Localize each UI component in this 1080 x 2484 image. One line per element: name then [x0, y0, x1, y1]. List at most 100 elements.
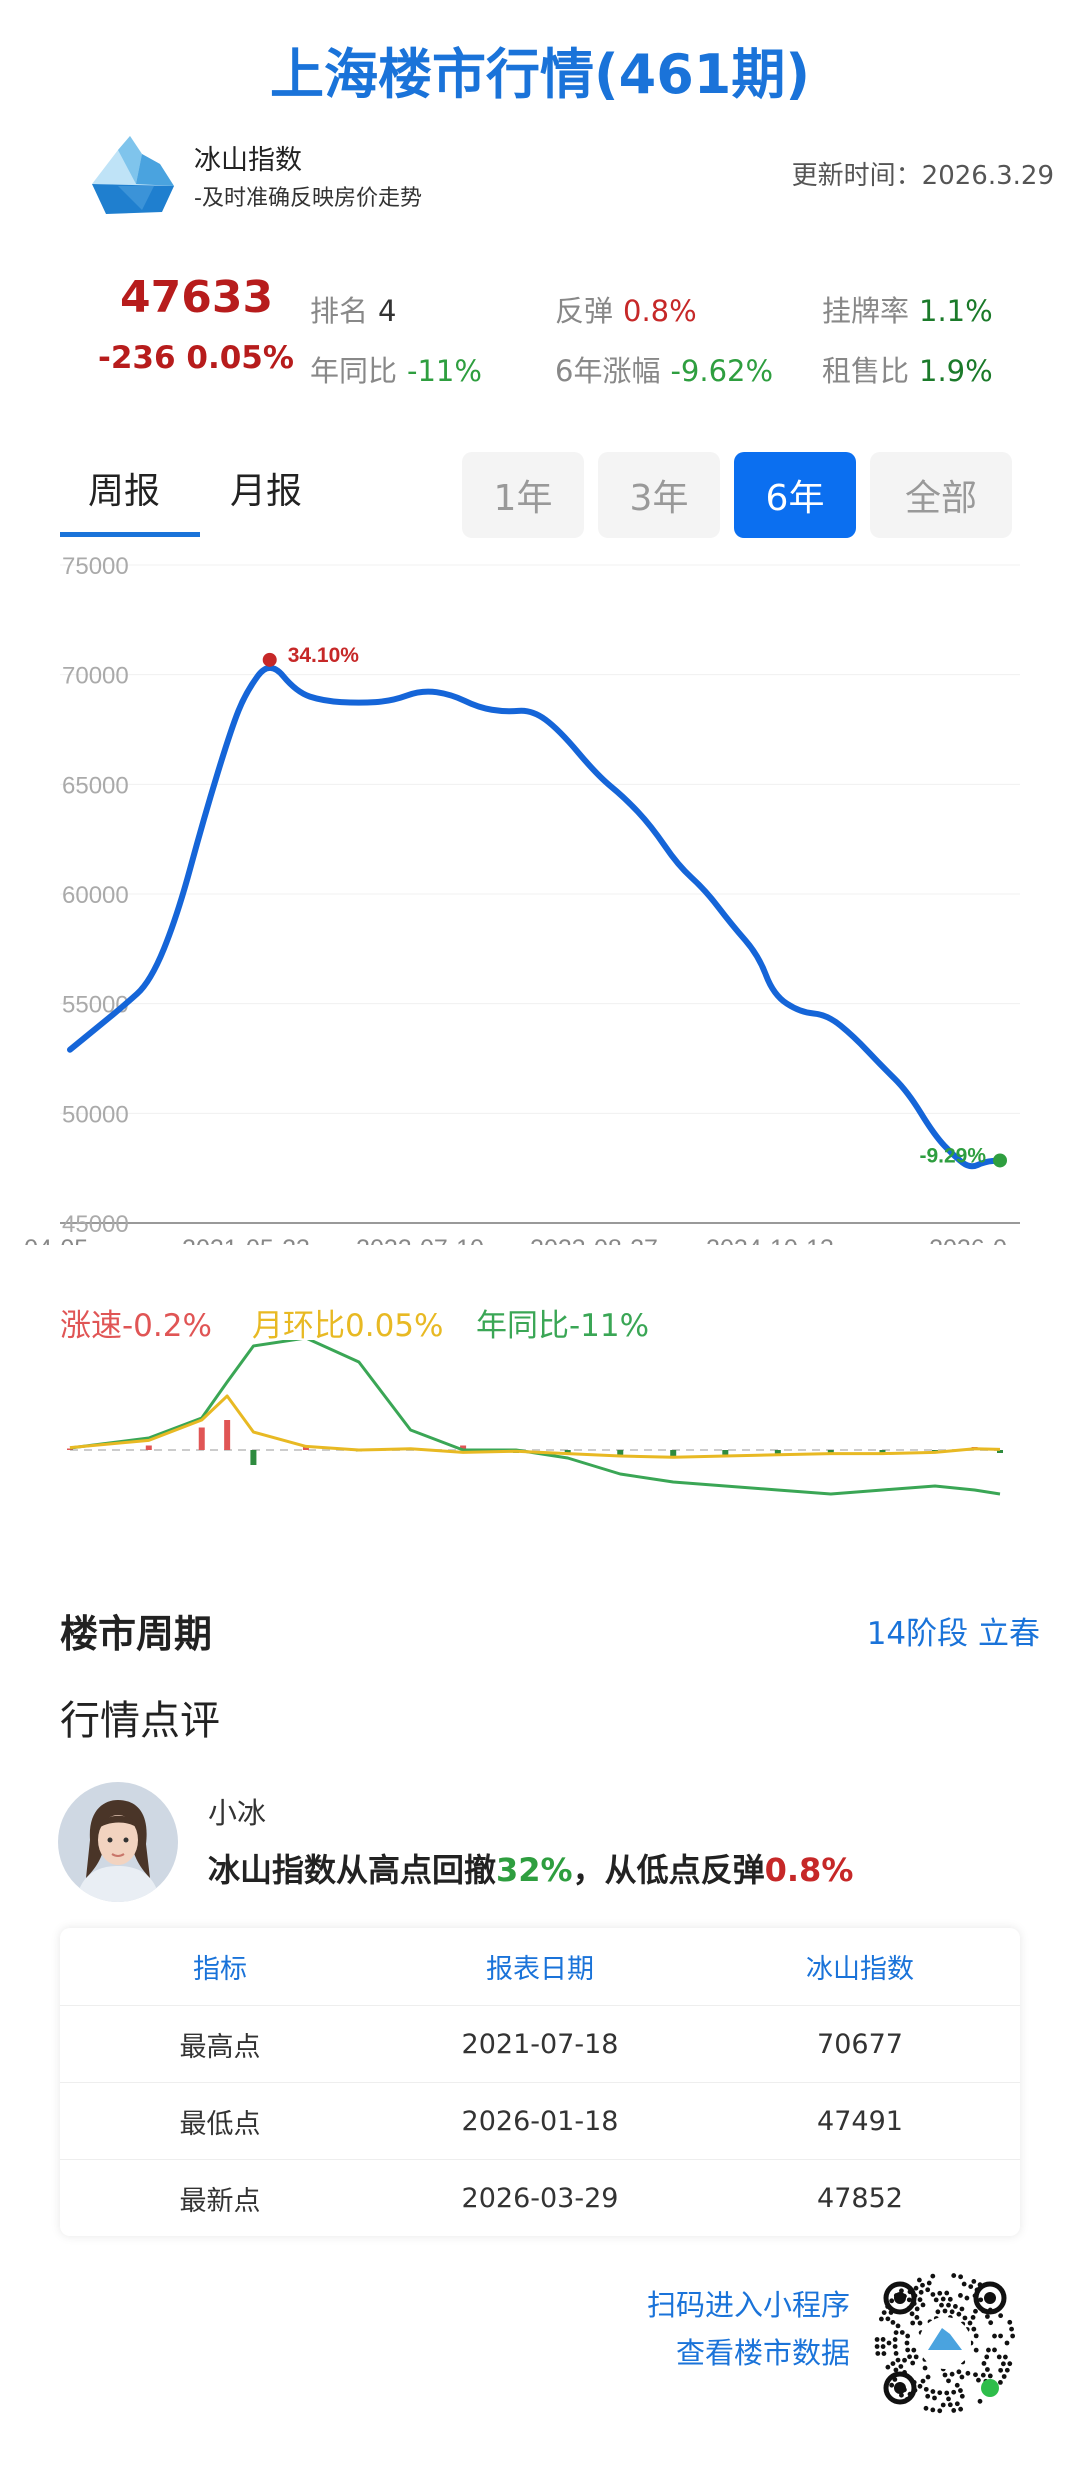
- qr-dot: [947, 2296, 953, 2302]
- qr-dot: [988, 2320, 994, 2326]
- table-row: 最低点 2026-01-18 47491: [60, 2082, 1020, 2159]
- qr-dot: [958, 2293, 963, 2298]
- mini-program-qr-code[interactable]: [870, 2268, 1020, 2418]
- qr-dot: [899, 2392, 904, 2398]
- qr-dot: [904, 2340, 910, 2346]
- y-tick-label: 55000: [62, 992, 129, 1019]
- legend-mom: 月环比0.05%: [252, 1308, 444, 1344]
- qr-hint-line1: 扫码进入小程序: [646, 2288, 850, 2322]
- qr-dot: [946, 2378, 951, 2384]
- range-1y-button[interactable]: 1年: [462, 452, 584, 538]
- iceberg-logo: [78, 128, 188, 224]
- speed-bar: [617, 1450, 624, 1456]
- qr-dot: [899, 2330, 905, 2335]
- qr-dot: [970, 2314, 976, 2320]
- qr-dot: [973, 2372, 978, 2378]
- qr-dot: [892, 2344, 898, 2349]
- cycle-stage-link[interactable]: 14阶段 立春: [866, 1616, 1040, 1652]
- qr-dot: [892, 2337, 898, 2342]
- yoy-line: [69, 1340, 1001, 1496]
- qr-dot: [980, 2372, 986, 2378]
- qr-dot: [920, 2378, 926, 2384]
- qr-dot: [930, 2292, 936, 2297]
- y-tick-label: 50000: [62, 1101, 129, 1128]
- qr-dot: [895, 2357, 901, 2363]
- price-index-chart: 75000 70000 65000 60000 55000 50000 45000-04-0…: [16, 553, 1020, 1245]
- index-value: 47633: [120, 272, 274, 323]
- mom-line: [69, 1394, 1001, 1459]
- qr-dot: [935, 2309, 941, 2315]
- qr-dot: [951, 2389, 957, 2395]
- speed-bar: [774, 1450, 781, 1456]
- qr-finder-core: [894, 2292, 906, 2304]
- qr-dot: [910, 2360, 916, 2366]
- page-title: 上海楼市行情(461期): [269, 43, 811, 106]
- qr-dot: [920, 2282, 925, 2288]
- qr-dot: [917, 2383, 923, 2389]
- qr-dot: [917, 2297, 923, 2303]
- qr-dot: [971, 2326, 977, 2332]
- range-6y-button[interactable]: 6年: [734, 452, 856, 538]
- annotation-point: [262, 652, 277, 667]
- tab-underline: [60, 532, 200, 537]
- avatar: [58, 1782, 178, 1902]
- qr-dot: [985, 2314, 990, 2319]
- speed-bar: [198, 1427, 205, 1450]
- range-all-button[interactable]: 全部: [870, 452, 1012, 538]
- qr-dot: [916, 2277, 922, 2283]
- indicator-chart: [67, 1340, 1003, 1496]
- qr-dot: [932, 2395, 937, 2401]
- qr-dot: [985, 2367, 990, 2372]
- annotation-label: -9.29%: [919, 1144, 986, 1167]
- qr-finder: [883, 2281, 917, 2315]
- qr-dot: [874, 2337, 880, 2342]
- qr-hint-line2: 查看楼市数据: [675, 2336, 850, 2370]
- qr-dot: [907, 2354, 912, 2360]
- qr-dot: [967, 2320, 973, 2326]
- tab-monthly[interactable]: 月报: [230, 471, 303, 512]
- qr-dot: [881, 2310, 887, 2315]
- qr-dot: [998, 2333, 1003, 2339]
- qr-dot: [984, 2354, 990, 2360]
- legend-yoy: 年同比-11%: [476, 1308, 650, 1344]
- qr-dot: [902, 2357, 907, 2363]
- qr-dot: [986, 2347, 991, 2353]
- qr-dot: [937, 2390, 943, 2396]
- qr-dot: [996, 2354, 1002, 2360]
- qr-dot: [899, 2288, 904, 2294]
- x-tick-label: 2022-07-10: [356, 1235, 484, 1245]
- annotation-label: 34.10%: [288, 644, 360, 667]
- y-tick-label: 70000: [62, 663, 129, 690]
- qr-dot: [1001, 2374, 1007, 2379]
- speed-bar: [250, 1450, 257, 1465]
- legend-speed: 涨速-0.2%: [60, 1308, 212, 1344]
- qr-dot: [923, 2405, 929, 2411]
- qr-dot: [946, 2396, 951, 2402]
- qr-dot: [880, 2337, 886, 2342]
- table-row: 最高点 2021-07-18 70677: [60, 2005, 1020, 2082]
- stat-rebound: 反弹 0.8%: [555, 294, 697, 328]
- qr-dot: [949, 2371, 955, 2377]
- qr-dot: [925, 2393, 931, 2399]
- update-time: 更新时间：2026.3.29: [791, 161, 1054, 191]
- qr-dot: [930, 2273, 936, 2279]
- speed-bar: [670, 1450, 677, 1458]
- qr-dot: [893, 2350, 899, 2356]
- qr-dot: [973, 2333, 979, 2339]
- qr-dot: [917, 2320, 923, 2326]
- qr-dot: [878, 2316, 884, 2322]
- qr-dot: [918, 2289, 924, 2295]
- range-3y-button[interactable]: 3年: [598, 452, 720, 538]
- stat-6y-change: 6年涨幅 -9.62%: [555, 354, 774, 388]
- qr-dot: [939, 2302, 944, 2308]
- qr-dot: [1002, 2354, 1008, 2360]
- qr-dot: [965, 2370, 971, 2376]
- tab-weekly[interactable]: 周报: [88, 471, 161, 512]
- qr-dot: [1004, 2340, 1010, 2346]
- qr-dot: [1009, 2326, 1014, 2332]
- qr-dot: [914, 2306, 920, 2312]
- x-tick-label: -04-05: [16, 1235, 88, 1245]
- qr-dot: [914, 2314, 920, 2320]
- speed-bar: [460, 1445, 467, 1450]
- x-tick-label: 2026-0: [929, 1235, 1007, 1245]
